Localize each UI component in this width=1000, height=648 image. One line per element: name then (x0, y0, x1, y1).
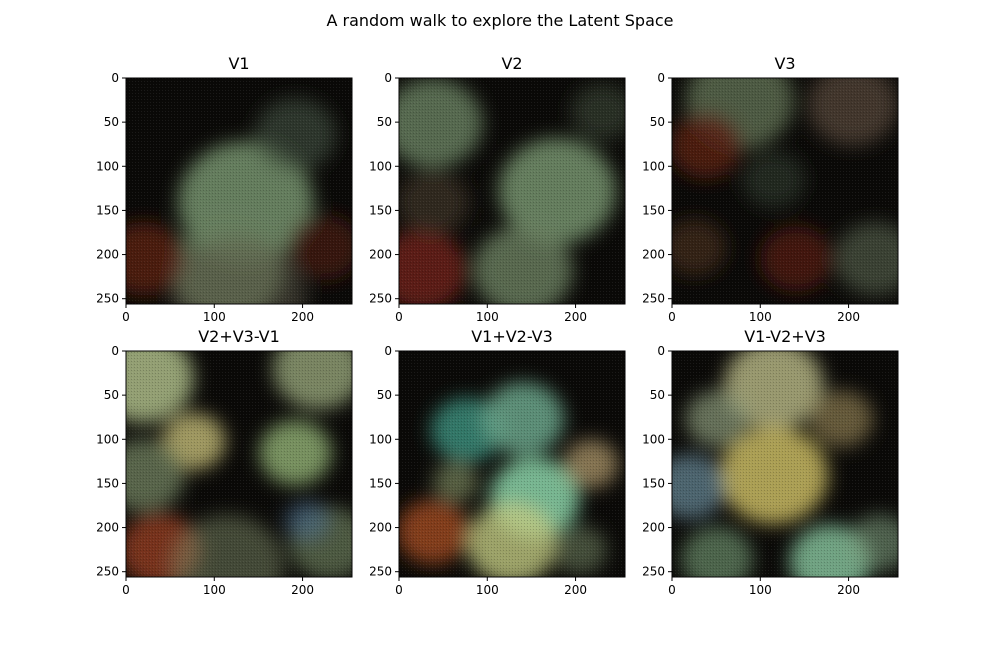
axes-frame (671, 350, 899, 578)
y-tick-label: 150 (369, 476, 392, 490)
axes-frame (398, 77, 626, 305)
y-tick-label: 250 (369, 292, 392, 306)
y-tick-label: 50 (104, 388, 119, 402)
y-tick-label: 250 (96, 565, 119, 579)
subplot-4: V2+V3-V1 0 100 200 0 50 100 150 200 250 (96, 327, 353, 597)
x-tick-label: 200 (291, 583, 314, 597)
x-tick-label: 200 (564, 583, 587, 597)
x-tick-label: 100 (476, 583, 499, 597)
y-tick-label: 100 (642, 159, 665, 173)
y-tick-label: 50 (377, 388, 392, 402)
y-tick-label: 250 (642, 292, 665, 306)
x-tick-label: 0 (668, 583, 676, 597)
x-tick-label: 200 (837, 583, 860, 597)
y-tick-label: 0 (111, 344, 119, 358)
subplot-title: V1 (228, 54, 249, 73)
y-tick-label: 100 (96, 159, 119, 173)
y-tick-label: 250 (96, 292, 119, 306)
axes-frame (398, 350, 626, 578)
y-tick-label: 0 (384, 71, 392, 85)
subplot-title: V3 (774, 54, 795, 73)
image-texture (399, 78, 625, 304)
x-tick-label: 0 (668, 310, 676, 324)
axes-frame (125, 350, 353, 578)
x-tick-label: 100 (203, 583, 226, 597)
heatmap-image (672, 78, 898, 304)
y-tick-label: 150 (642, 476, 665, 490)
y-tick-label: 200 (369, 521, 392, 535)
y-tick-label: 150 (96, 476, 119, 490)
image-texture (126, 351, 352, 577)
x-tick-label: 100 (476, 310, 499, 324)
image-texture (672, 78, 898, 304)
y-tick-label: 0 (111, 71, 119, 85)
y-tick-label: 0 (657, 344, 665, 358)
x-tick-label: 200 (291, 310, 314, 324)
y-tick-label: 150 (369, 203, 392, 217)
y-tick-label: 0 (384, 344, 392, 358)
heatmap-image (126, 78, 352, 304)
y-tick-label: 200 (369, 248, 392, 262)
image-texture (399, 351, 625, 577)
subplot-title: V1-V2+V3 (744, 327, 826, 346)
y-tick-label: 250 (369, 565, 392, 579)
subplot-3: V3 0 100 200 0 50 100 150 200 250 (642, 54, 899, 324)
heatmap-image (126, 351, 352, 577)
subplot-6: V1-V2+V3 0 100 200 0 50 100 150 200 250 (642, 327, 899, 597)
x-tick-label: 100 (749, 310, 772, 324)
image-texture (672, 351, 898, 577)
x-tick-label: 0 (395, 583, 403, 597)
y-tick-label: 200 (642, 521, 665, 535)
y-tick-label: 0 (657, 71, 665, 85)
x-tick-label: 200 (564, 310, 587, 324)
y-tick-label: 250 (642, 565, 665, 579)
y-tick-label: 100 (369, 432, 392, 446)
x-tick-label: 0 (122, 310, 130, 324)
x-tick-label: 100 (203, 310, 226, 324)
y-tick-label: 200 (642, 248, 665, 262)
y-tick-label: 50 (650, 388, 665, 402)
y-tick-label: 150 (642, 203, 665, 217)
axes-frame (671, 77, 899, 305)
y-tick-label: 50 (650, 115, 665, 129)
heatmap-image (399, 78, 625, 304)
x-tick-label: 0 (395, 310, 403, 324)
heatmap-image (399, 351, 625, 577)
x-tick-label: 100 (749, 583, 772, 597)
image-texture (126, 78, 352, 304)
subplot-grid: V1 0 100 200 0 50 100 150 200 250 V2 0 100 200 0 50 100 1… (96, 54, 899, 597)
x-tick-label: 0 (122, 583, 130, 597)
y-tick-label: 50 (377, 115, 392, 129)
y-tick-label: 200 (96, 521, 119, 535)
y-tick-label: 100 (96, 432, 119, 446)
subplot-title: V2+V3-V1 (198, 327, 280, 346)
y-tick-label: 100 (642, 432, 665, 446)
y-tick-label: 200 (96, 248, 119, 262)
subplot-1: V1 0 100 200 0 50 100 150 200 250 (96, 54, 353, 324)
subplot-title: V1+V2-V3 (471, 327, 553, 346)
heatmap-image (672, 351, 898, 577)
axes-frame (125, 77, 353, 305)
subplot-title: V2 (501, 54, 522, 73)
x-tick-label: 200 (837, 310, 860, 324)
y-tick-label: 50 (104, 115, 119, 129)
subplot-2: V2 0 100 200 0 50 100 150 200 250 (369, 54, 626, 324)
y-tick-label: 150 (96, 203, 119, 217)
subplot-5: V1+V2-V3 0 100 200 0 50 100 150 200 250 (369, 327, 626, 597)
y-tick-label: 100 (369, 159, 392, 173)
figure-title: A random walk to explore the Latent Spac… (326, 11, 673, 30)
